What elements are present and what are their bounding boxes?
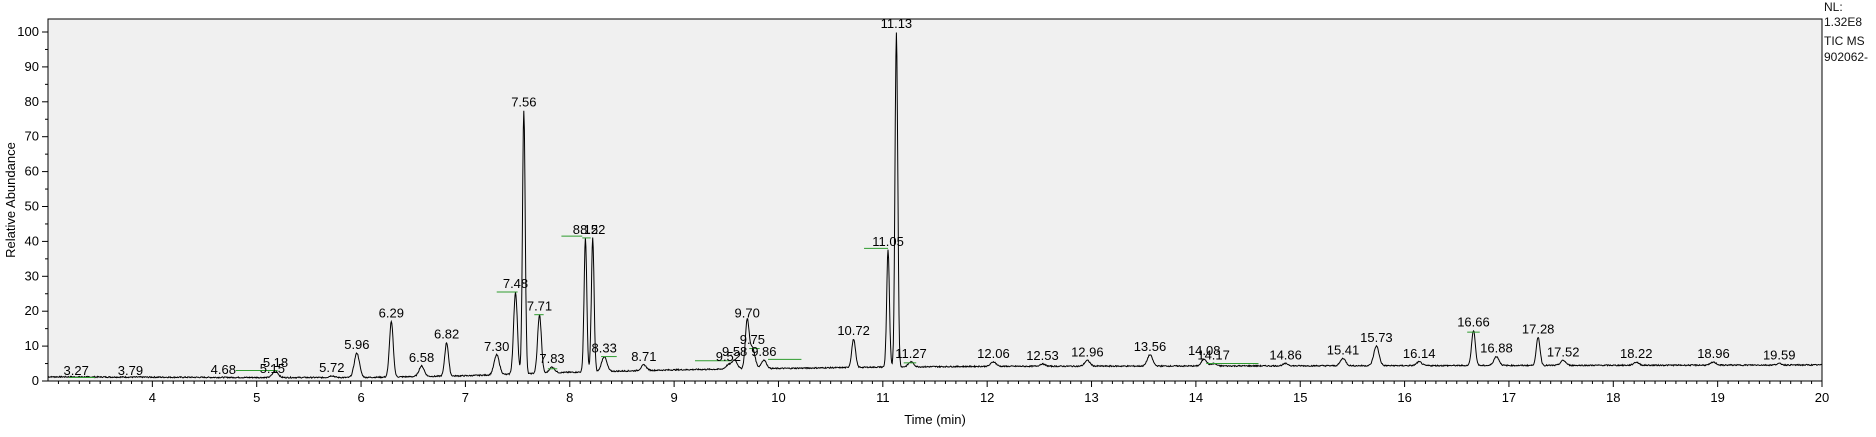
x-axis-tick-label: 16 [1397, 390, 1411, 405]
peak-label: 9.58 [722, 344, 747, 359]
peak-label: 14.08 [1188, 343, 1221, 358]
peak-label: 5.18 [263, 355, 288, 370]
x-axis-tick-label: 20 [1815, 390, 1829, 405]
x-axis-tick-label: 9 [671, 390, 678, 405]
peak-label: 5.72 [319, 360, 344, 375]
x-axis-tick-label: 17 [1502, 390, 1516, 405]
peak-label: 7.83 [539, 351, 564, 366]
y-axis-tick-label: 40 [25, 233, 39, 248]
y-axis-tick-label: 10 [25, 338, 39, 353]
peak-label: 16.88 [1480, 341, 1513, 356]
peak-label: 7.71 [527, 299, 552, 314]
x-axis-tick-label: 12 [980, 390, 994, 405]
y-axis-tick-label: 50 [25, 199, 39, 214]
peak-label: 8.71 [631, 349, 656, 364]
peak-label: 6.58 [409, 350, 434, 365]
peak-label: 3.27 [64, 363, 89, 378]
peak-label: 8.33 [592, 341, 617, 356]
peak-label: 7.48 [503, 276, 528, 291]
peak-label: 17.52 [1547, 344, 1580, 359]
y-axis-tick-label: 90 [25, 59, 39, 74]
x-axis-tick-label: 4 [149, 390, 156, 405]
normalization-level-label: NL: [1824, 0, 1843, 14]
peak-label: 18.22 [1620, 346, 1653, 361]
peak-label: 14.86 [1269, 348, 1302, 363]
peak-label: 17.28 [1522, 321, 1555, 336]
peak-labels: 3.27 3.79 4.68 5.155.18 5.725.96 6.29 6.586.82… [64, 16, 1796, 378]
peak-label: 5.96 [344, 337, 369, 352]
peak-label: 9.86 [751, 344, 776, 359]
peak-label: 11.27 [895, 346, 927, 361]
y-axis-tick-label: 60 [25, 164, 39, 179]
scan-filter-label: TIC MS [1824, 34, 1865, 48]
peak-label: 6.82 [434, 327, 459, 342]
x-axis-tick-label: 19 [1710, 390, 1724, 405]
x-axis-tick-label: 7 [462, 390, 469, 405]
peak-label: 14.17 [1197, 348, 1230, 363]
peak-label: 9.75 [740, 332, 765, 347]
peak-label: 11.13 [881, 16, 913, 31]
plot-area [47, 18, 1823, 382]
y-axis-tick-label: 30 [25, 268, 39, 283]
peak-label: 9.52 [716, 349, 741, 364]
peak-label: 7.30 [484, 339, 509, 354]
integration-marks [68, 235, 1480, 379]
y-axis-tick-label: 20 [25, 303, 39, 318]
peak-label: 15.41 [1327, 342, 1360, 357]
sample-name-label: 902062- [1824, 50, 1869, 64]
x-axis: 4 5 6 7 8 9 10 11 12 13 14 15 16 17 18 19 20 [57, 381, 1829, 405]
x-axis-tick-label: 8 [566, 390, 573, 405]
peak-label: 12.96 [1071, 344, 1104, 359]
peak-label: 6.29 [379, 306, 404, 321]
peak-label: 9.70 [735, 306, 760, 321]
peak-label: 12.06 [977, 346, 1010, 361]
peak-label: 8.22 [580, 222, 605, 237]
y-axis-tick-label: 70 [25, 129, 39, 144]
x-axis-tick-label: 10 [771, 390, 785, 405]
peak-label: 19.59 [1763, 348, 1796, 363]
normalization-level-value: 1.32E8 [1824, 15, 1863, 29]
x-axis-label: Time (min) [904, 412, 966, 427]
x-axis-tick-label: 14 [1189, 390, 1203, 405]
peak-label: 18.96 [1697, 346, 1730, 361]
x-axis-tick-label: 11 [876, 390, 890, 405]
x-axis-tick-label: 5 [253, 390, 260, 405]
y-axis: 0 10 20 30 40 50 60 70 80 90 100 [17, 24, 48, 388]
x-axis-tick-label: 15 [1293, 390, 1307, 405]
peak-label: 3.79 [118, 363, 143, 378]
x-axis-tick-label: 18 [1606, 390, 1620, 405]
peak-label: 12.53 [1026, 348, 1059, 363]
peak-label: 10.72 [837, 323, 870, 338]
peak-label: 16.14 [1403, 346, 1436, 361]
peak-label: 11.05 [872, 234, 904, 249]
y-axis-tick-label: 80 [25, 94, 39, 109]
y-axis-tick-label: 0 [32, 373, 39, 388]
peak-label: 16.66 [1457, 314, 1490, 329]
peak-label: 15.73 [1360, 330, 1393, 345]
tic-trace [47, 32, 1822, 380]
y-axis-label: Relative Abundance [3, 142, 18, 258]
x-axis-tick-label: 6 [357, 390, 364, 405]
peak-label: 13.56 [1134, 339, 1167, 354]
peak-label: 7.56 [511, 95, 536, 110]
x-axis-tick-label: 13 [1084, 390, 1098, 405]
peak-label: 8.15 [573, 222, 598, 237]
y-axis-tick-label: 100 [17, 24, 39, 39]
peak-label: 5.15 [260, 361, 285, 376]
peak-label: 4.68 [211, 362, 236, 377]
